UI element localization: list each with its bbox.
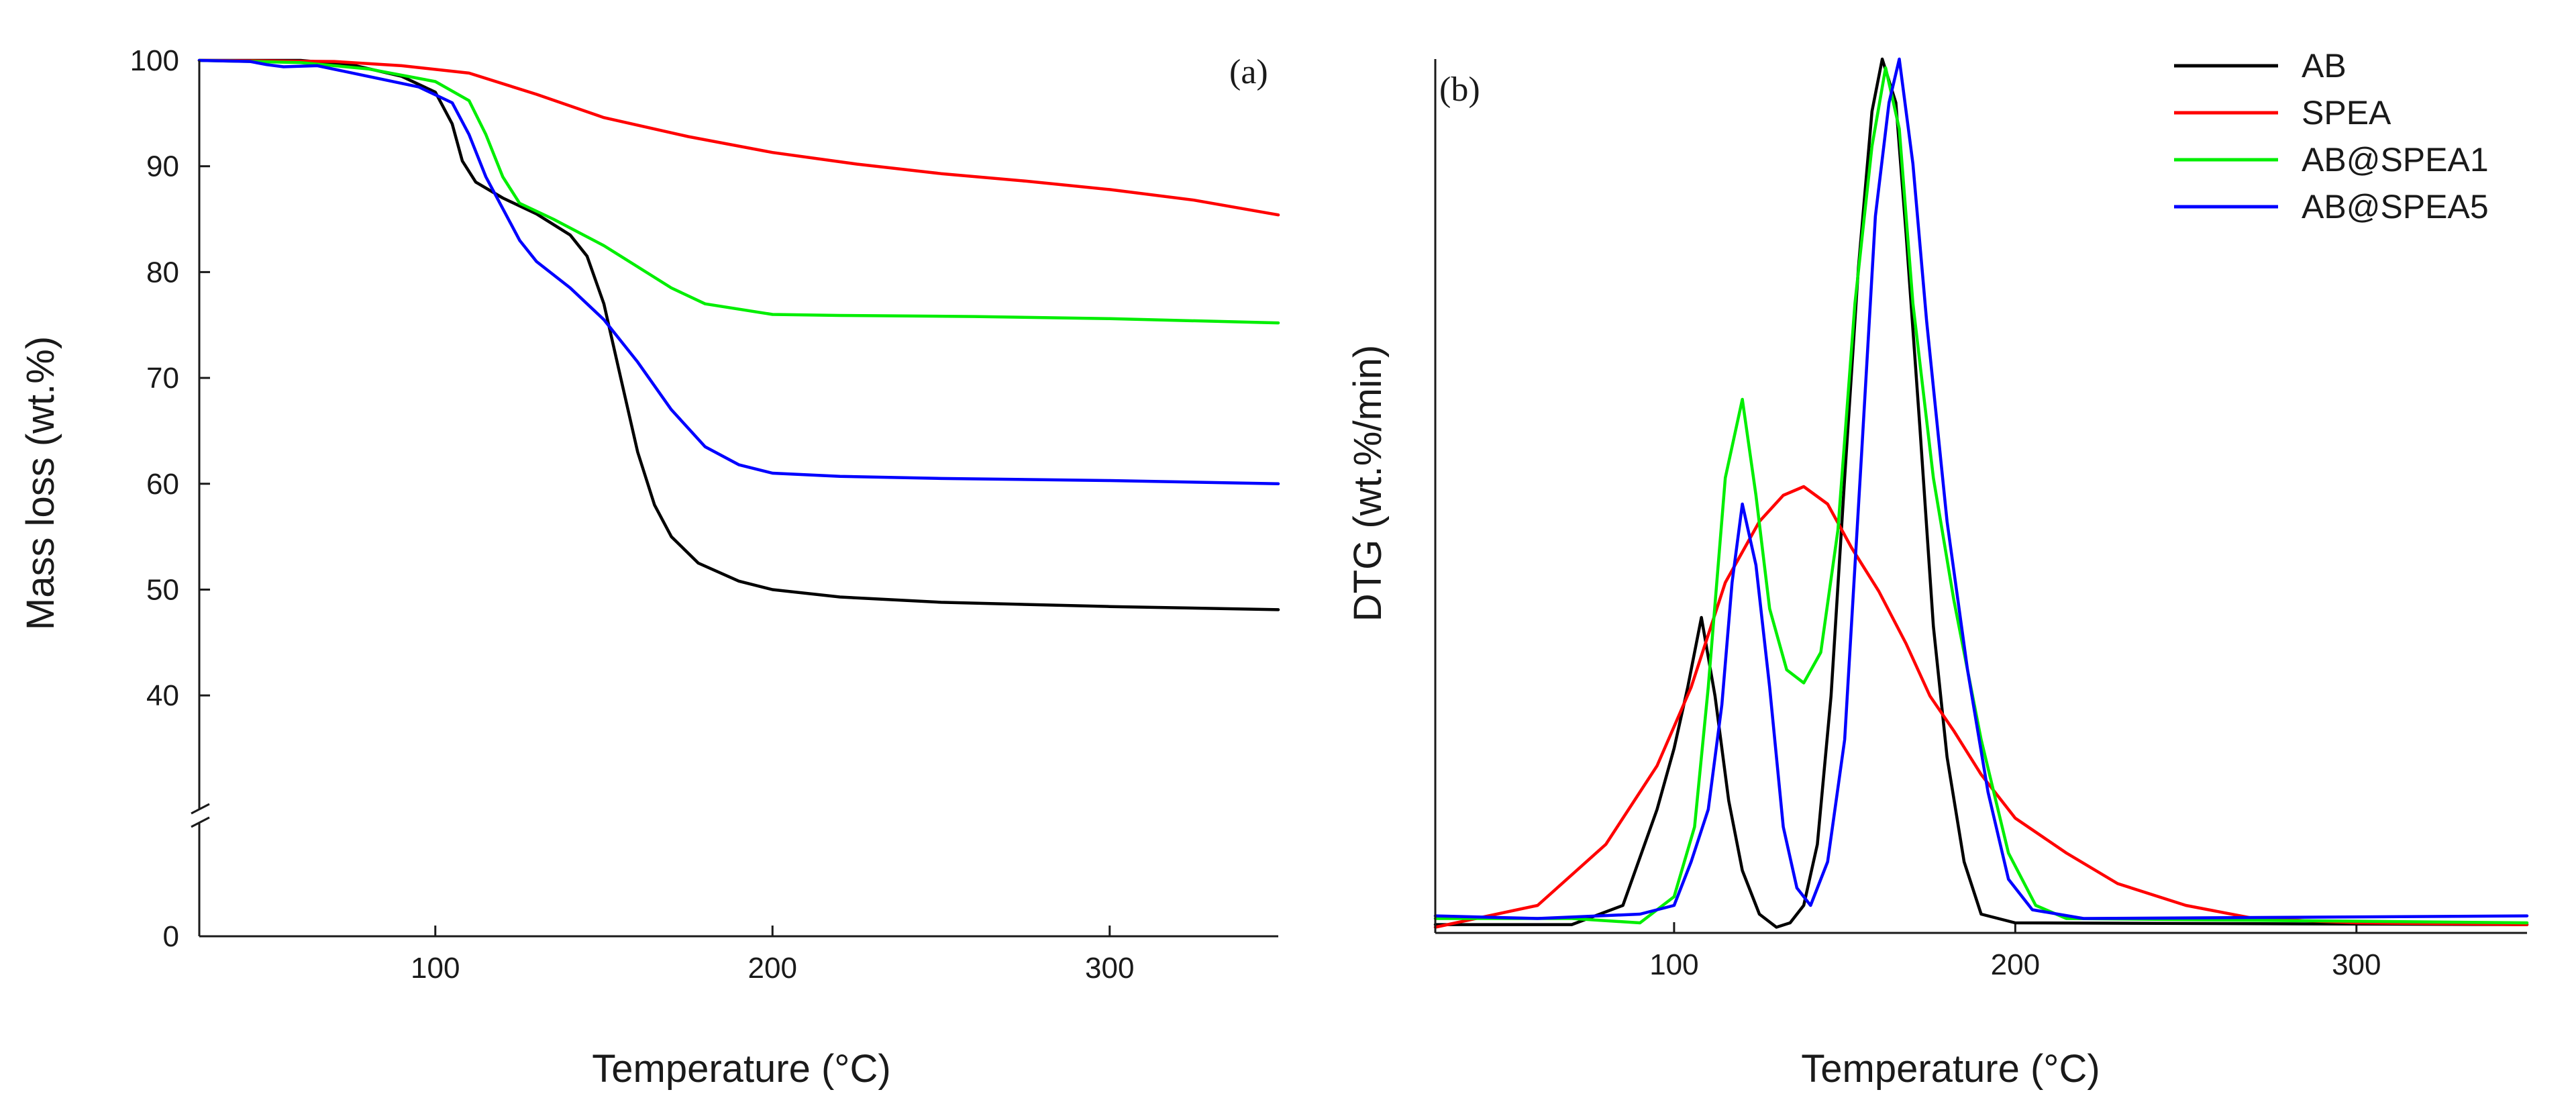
panel-a-ticks: 100 200 300 0 40 50 60 70 80 90 100: [130, 44, 1135, 985]
legend-entry: SPEA: [2174, 94, 2391, 132]
panel-b-series: [1433, 57, 2529, 929]
panel-a-axes: [191, 60, 1278, 938]
panel-a-x-tick-label: 200: [748, 952, 797, 985]
panel-b-axes: [1434, 59, 2527, 934]
panel-a-y-tick-label: 90: [146, 150, 179, 183]
panel-a-y-tick-label: 40: [146, 679, 179, 712]
panel-a-y-tick-label: 50: [146, 573, 179, 606]
legend-label: AB@SPEA1: [2302, 141, 2489, 179]
legend-entry: AB: [2174, 47, 2347, 85]
panel-a-series: [197, 58, 1280, 611]
panel-a-axis-break-mark: [191, 803, 210, 815]
panel-a-y-tick-label: 100: [130, 44, 179, 77]
panel-a-y-axis-label: Mass loss (wt.%): [19, 336, 62, 630]
panel-a-series-ab: [197, 58, 1280, 611]
panel-a-y-tick-label: 0: [163, 920, 179, 953]
panel-a-x-tick-label: 100: [411, 952, 460, 985]
legend-label: AB: [2302, 47, 2347, 85]
legend-entry: AB@SPEA5: [2174, 188, 2489, 226]
panel-b-x-tick-label: 200: [1991, 948, 2040, 981]
panel-a-series-spea: [197, 58, 1280, 217]
panel-b-dtg: DTG (wt.%/min) Temperature (°C) (b) 100 2…: [1346, 47, 2529, 1091]
legend-entry: AB@SPEA1: [2174, 141, 2489, 179]
panel-b-ticks: 100 200 300: [1649, 922, 2381, 981]
panel-a-series-ab-spea5: [197, 58, 1280, 486]
panel-b-letter: (b): [1439, 70, 1480, 109]
panel-a-axis-break-mark: [191, 816, 210, 828]
legend-label: AB@SPEA5: [2302, 188, 2489, 226]
panel-a-mass-loss: Mass loss (wt.%) Temperature (°C) (a) 10…: [19, 44, 1280, 1091]
panel-b-series-spea: [1433, 485, 2529, 929]
panel-b-x-tick-label: 300: [2332, 948, 2381, 981]
panel-a-y-tick-label: 70: [146, 362, 179, 395]
panel-b-y-axis-label: DTG (wt.%/min): [1346, 345, 1390, 621]
panel-a-y-tick-label: 80: [146, 256, 179, 289]
panel-a-x-tick-label: 300: [1085, 952, 1134, 985]
panel-b-x-tick-label: 100: [1649, 948, 1698, 981]
panel-b-legend: AB SPEA AB@SPEA1 AB@SPEA5: [2174, 47, 2489, 226]
panel-a-y-tick-label: 60: [146, 468, 179, 501]
panel-a-letter: (a): [1229, 53, 1268, 91]
legend-label: SPEA: [2302, 94, 2391, 132]
panel-b-x-axis-label: Temperature (°C): [1801, 1047, 2100, 1091]
panel-a-x-axis-label: Temperature (°C): [592, 1047, 890, 1091]
panel-a-series-ab-spea1: [197, 58, 1280, 325]
panel-b-series-ab-spea5: [1433, 57, 2529, 920]
